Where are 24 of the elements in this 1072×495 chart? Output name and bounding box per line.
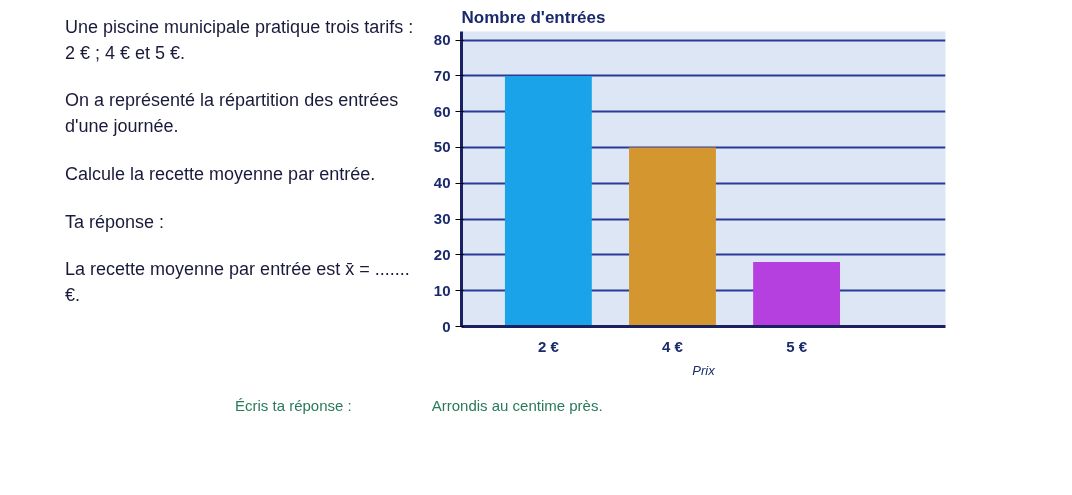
text: Calcule la recette moyenne par entrée. xyxy=(65,162,377,186)
y-tick-label: 20 xyxy=(433,245,451,263)
y-tick-label: 70 xyxy=(433,66,451,84)
y-tick-label: 40 xyxy=(433,174,451,192)
x-tick-label: 5 € xyxy=(786,337,808,355)
y-tick-label: 30 xyxy=(433,210,451,228)
bar xyxy=(504,75,592,327)
bar xyxy=(629,147,716,327)
y-tick-label: 60 xyxy=(433,102,451,120)
y-tick-label: 0 xyxy=(442,317,451,335)
text: Ta réponse : xyxy=(65,210,166,234)
y-tick-label: 10 xyxy=(433,281,451,299)
x-axis-title: Prix xyxy=(692,362,716,378)
text: On a représenté la répartition des entrées d'une journée. xyxy=(65,89,400,139)
x-tick-label: 2 € xyxy=(537,337,560,355)
x-tick-label: 4 € xyxy=(662,337,684,355)
text: Écris ta réponse : xyxy=(235,397,352,414)
text: Une piscine municipale pratique trois tarifs : 2 € ; 4 € et 5 €. xyxy=(65,16,415,65)
bar xyxy=(753,262,841,327)
y-tick-label: 50 xyxy=(433,138,451,156)
text: Arrondis au centime près. xyxy=(431,397,603,414)
y-tick-label: 80 xyxy=(433,31,451,49)
chart-title: Nombre d'entrées xyxy=(461,7,606,27)
text: La recette moyenne par entrée est x̄ = ....... €. xyxy=(65,258,411,307)
